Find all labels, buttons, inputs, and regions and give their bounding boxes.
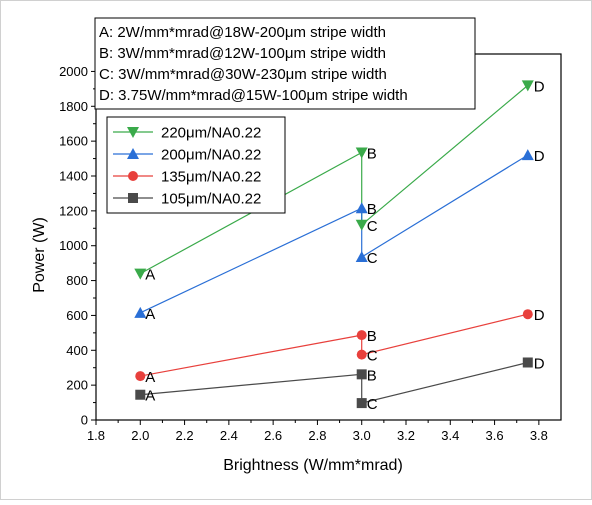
data-point bbox=[521, 149, 534, 161]
x-axis-title: Brightness (W/mm*mrad) bbox=[223, 457, 403, 474]
data-point bbox=[134, 306, 147, 318]
legend-marker bbox=[128, 193, 138, 203]
annotation-box: A: 2W/mm*mrad@18W-200μm stripe width B: 3… bbox=[94, 17, 476, 110]
y-tick-label: 2000 bbox=[59, 64, 88, 79]
y-tick-label: 400 bbox=[66, 343, 88, 358]
point-label: A bbox=[145, 388, 155, 405]
x-tick-label: 2.0 bbox=[131, 428, 149, 443]
legend-marker bbox=[127, 127, 139, 138]
y-tick-label: 0 bbox=[81, 413, 88, 428]
point-label: C bbox=[367, 348, 378, 365]
point-label: B bbox=[367, 367, 377, 384]
y-axis-title: Power (W) bbox=[31, 217, 48, 293]
annotation-line: A: 2W/mm*mrad@18W-200μm stripe width bbox=[99, 24, 386, 41]
data-point bbox=[355, 251, 368, 263]
x-tick-label: 3.8 bbox=[530, 428, 548, 443]
point-label: C bbox=[367, 218, 378, 235]
point-label: A bbox=[145, 306, 155, 323]
data-point bbox=[355, 202, 368, 214]
data-point bbox=[134, 268, 147, 280]
point-label: D bbox=[534, 78, 545, 95]
annotation-line: C: 3W/mm*mrad@30W-230μm stripe width bbox=[99, 66, 387, 83]
annotation-line: D: 3.75W/mm*mrad@15W-100μm stripe width bbox=[99, 87, 408, 104]
x-tick-label: 3.2 bbox=[397, 428, 415, 443]
data-point bbox=[522, 309, 533, 320]
data-point bbox=[135, 389, 146, 400]
x-tick-label: 2.4 bbox=[220, 428, 238, 443]
y-tick-label: 200 bbox=[66, 378, 88, 393]
point-label: C bbox=[367, 396, 378, 413]
data-point bbox=[522, 357, 533, 368]
data-point bbox=[356, 369, 367, 380]
point-label: B bbox=[367, 328, 377, 345]
data-point bbox=[355, 219, 368, 231]
legend-marker bbox=[127, 148, 139, 159]
x-tick-label: 3.0 bbox=[353, 428, 371, 443]
data-point bbox=[355, 147, 368, 159]
data-point bbox=[356, 398, 367, 409]
point-label: B bbox=[367, 201, 377, 218]
x-tick-label: 2.8 bbox=[308, 428, 326, 443]
point-label: D bbox=[534, 307, 545, 324]
y-tick-label: 800 bbox=[66, 273, 88, 288]
point-label: D bbox=[534, 355, 545, 372]
point-label: A bbox=[145, 369, 155, 386]
annotation-box-border bbox=[94, 17, 476, 110]
legend-label: 135μm/NA0.22 bbox=[161, 169, 261, 186]
y-tick-label: 1400 bbox=[59, 169, 88, 184]
point-label: D bbox=[534, 148, 545, 165]
x-tick-label: 3.6 bbox=[486, 428, 504, 443]
series-line bbox=[140, 313, 528, 377]
point-label: C bbox=[367, 250, 378, 267]
legend-label: 105μm/NA0.22 bbox=[161, 191, 261, 208]
x-tick-label: 2.2 bbox=[176, 428, 194, 443]
y-tick-label: 1000 bbox=[59, 238, 88, 253]
legend: 220μm/NA0.22 200μm/NA0.22 135μm/NA0.22 105μ… bbox=[106, 116, 286, 214]
legend-label: 220μm/NA0.22 bbox=[161, 125, 261, 142]
legend-label: 200μm/NA0.22 bbox=[161, 147, 261, 164]
series-line bbox=[140, 361, 528, 404]
y-tick-label: 1200 bbox=[59, 203, 88, 218]
data-point bbox=[135, 371, 146, 382]
data-point bbox=[356, 349, 367, 360]
y-tick-label: 600 bbox=[66, 308, 88, 323]
y-tick-label: 1600 bbox=[59, 134, 88, 149]
data-point bbox=[521, 80, 534, 92]
x-tick-label: 1.8 bbox=[87, 428, 105, 443]
x-tick-label: 2.6 bbox=[264, 428, 282, 443]
legend-marker bbox=[128, 171, 138, 181]
point-label: A bbox=[145, 267, 155, 284]
y-tick-label: 1800 bbox=[59, 99, 88, 114]
point-label: B bbox=[367, 145, 377, 162]
x-tick-label: 3.4 bbox=[441, 428, 459, 443]
series-line bbox=[140, 154, 529, 314]
series-markers bbox=[134, 80, 534, 409]
annotation-line: B: 3W/mm*mrad@12W-100μm stripe width bbox=[99, 45, 386, 62]
data-point bbox=[356, 330, 367, 341]
